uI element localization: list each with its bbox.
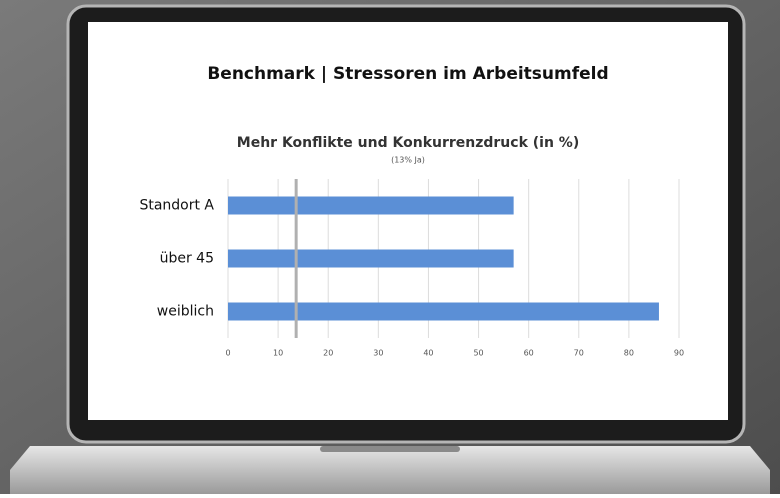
laptop-base (10, 446, 770, 494)
x-tick-label: 10 (273, 349, 283, 358)
x-tick-label: 50 (473, 349, 483, 358)
bar (228, 303, 659, 321)
x-tick-label: 90 (674, 349, 684, 358)
y-tick-label: weiblich (157, 304, 214, 320)
chart-subtitle: (13% Ja) (391, 156, 425, 165)
y-tick-label: Standort A (139, 198, 214, 214)
y-tick-label: über 45 (160, 251, 214, 267)
x-tick-label: 20 (323, 349, 333, 358)
x-tick-label: 60 (524, 349, 534, 358)
slide-title: Benchmark | Stressoren im Arbeitsumfeld (207, 64, 608, 84)
x-tick-label: 0 (225, 349, 230, 358)
bar (228, 250, 514, 268)
page: e Benchmark | Stressoren im Arbeitsumfel… (0, 0, 780, 494)
x-tick-label: 30 (373, 349, 383, 358)
bar (228, 197, 514, 215)
x-tick-label: 40 (423, 349, 433, 358)
chart-title: Mehr Konflikte und Konkurrenzdruck (in %… (237, 135, 579, 151)
x-tick-label: 80 (624, 349, 634, 358)
x-tick-label: 70 (574, 349, 584, 358)
laptop-notch (320, 446, 460, 452)
screenshot: e Benchmark | Stressoren im Arbeitsumfel… (0, 0, 780, 494)
